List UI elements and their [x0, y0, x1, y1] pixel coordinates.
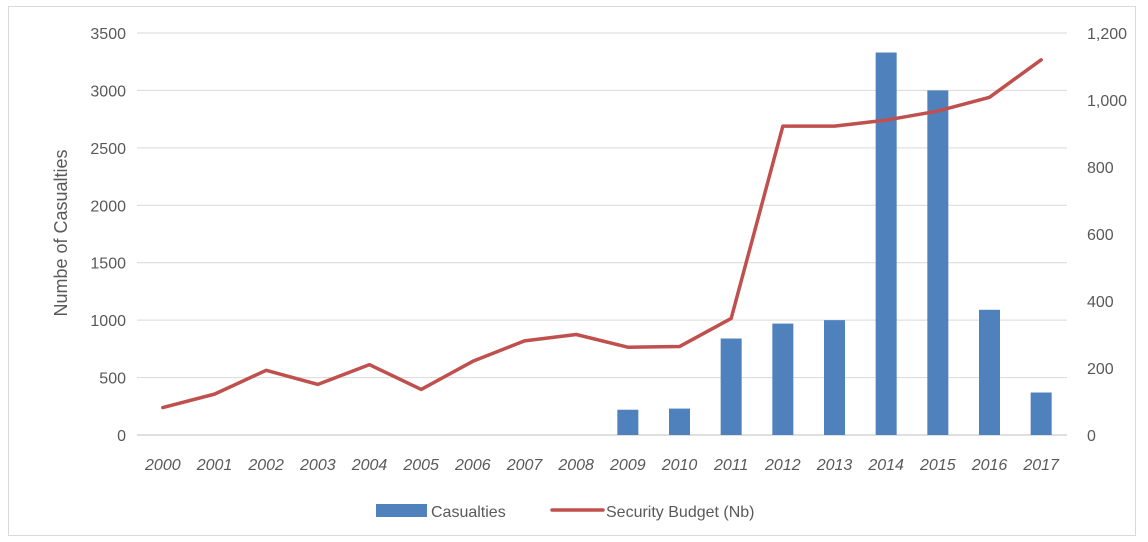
legend-label-casualties: Casualties	[431, 504, 506, 521]
x-tick-label: 2014	[867, 457, 904, 474]
x-tick-label: 2008	[557, 457, 594, 474]
y2-tick-label: 600	[1087, 227, 1114, 244]
x-tick-label: 2003	[299, 457, 336, 474]
x-tick-label: 2012	[764, 457, 801, 474]
y-tick-label: 2000	[90, 198, 126, 215]
y2-tick-label: 800	[1087, 160, 1114, 177]
y2-tick-label: 1,200	[1087, 26, 1127, 43]
casualties-bar	[1030, 392, 1052, 435]
casualties-bar	[772, 323, 794, 435]
x-tick-label: 2000	[144, 457, 181, 474]
right-axis-ticks: 0 200 400 600 800 1,000 1,200	[1087, 26, 1127, 445]
y-tick-label: 1000	[90, 313, 126, 330]
casualties-bar	[824, 320, 845, 435]
casualties-bars	[617, 52, 1052, 435]
y-tick-label: 500	[99, 371, 126, 388]
x-tick-label: 2004	[351, 457, 388, 474]
x-tick-label: 2005	[402, 457, 439, 474]
y-tick-label: 3000	[90, 83, 126, 100]
legend: Casualties Security Budget (Nb)	[376, 504, 755, 521]
left-axis-ticks: 0 500 1000 1500 2000 2500 3000 3500	[90, 26, 126, 445]
budget-line	[161, 58, 1043, 410]
y-tick-label: 2500	[90, 141, 126, 158]
casualties-bar	[927, 90, 949, 435]
x-tick-label: 2017	[1022, 457, 1060, 474]
x-tick-label: 2015	[919, 457, 956, 474]
casualties-bar	[669, 408, 690, 435]
casualties-bar	[617, 409, 639, 435]
y2-tick-label: 0	[1087, 428, 1096, 445]
x-tick-label: 2016	[971, 457, 1008, 474]
casualties-bar	[720, 338, 742, 435]
x-tick-label: 2009	[609, 457, 646, 474]
casualties-bar	[875, 52, 897, 435]
budget-line-path	[161, 58, 1043, 410]
x-tick-label: 2002	[247, 457, 284, 474]
x-tick-label: 2011	[713, 457, 748, 474]
x-tick-label: 2001	[196, 457, 233, 474]
x-tick-label: 2013	[816, 457, 853, 474]
x-tick-label: 2006	[454, 457, 491, 474]
x-axis-ticks: 2000 2001 2002 2003 2004 2005 2006 2007 2008 2009…	[144, 457, 1060, 474]
x-tick-label: 2010	[661, 457, 698, 474]
y2-tick-label: 200	[1087, 361, 1114, 378]
y-tick-label: 0	[117, 428, 126, 445]
y2-tick-label: 1,000	[1087, 93, 1127, 110]
x-tick-label: 2007	[506, 457, 544, 474]
y-axis-title: Numbe of Casualties	[51, 149, 71, 316]
legend-label-budget: Security Budget (Nb)	[606, 504, 755, 521]
casualties-bar	[979, 309, 1000, 435]
y-tick-label: 1500	[90, 256, 126, 273]
legend-swatch-casualties	[376, 504, 427, 517]
y-tick-label: 3500	[90, 26, 126, 43]
y2-tick-label: 400	[1087, 294, 1114, 311]
